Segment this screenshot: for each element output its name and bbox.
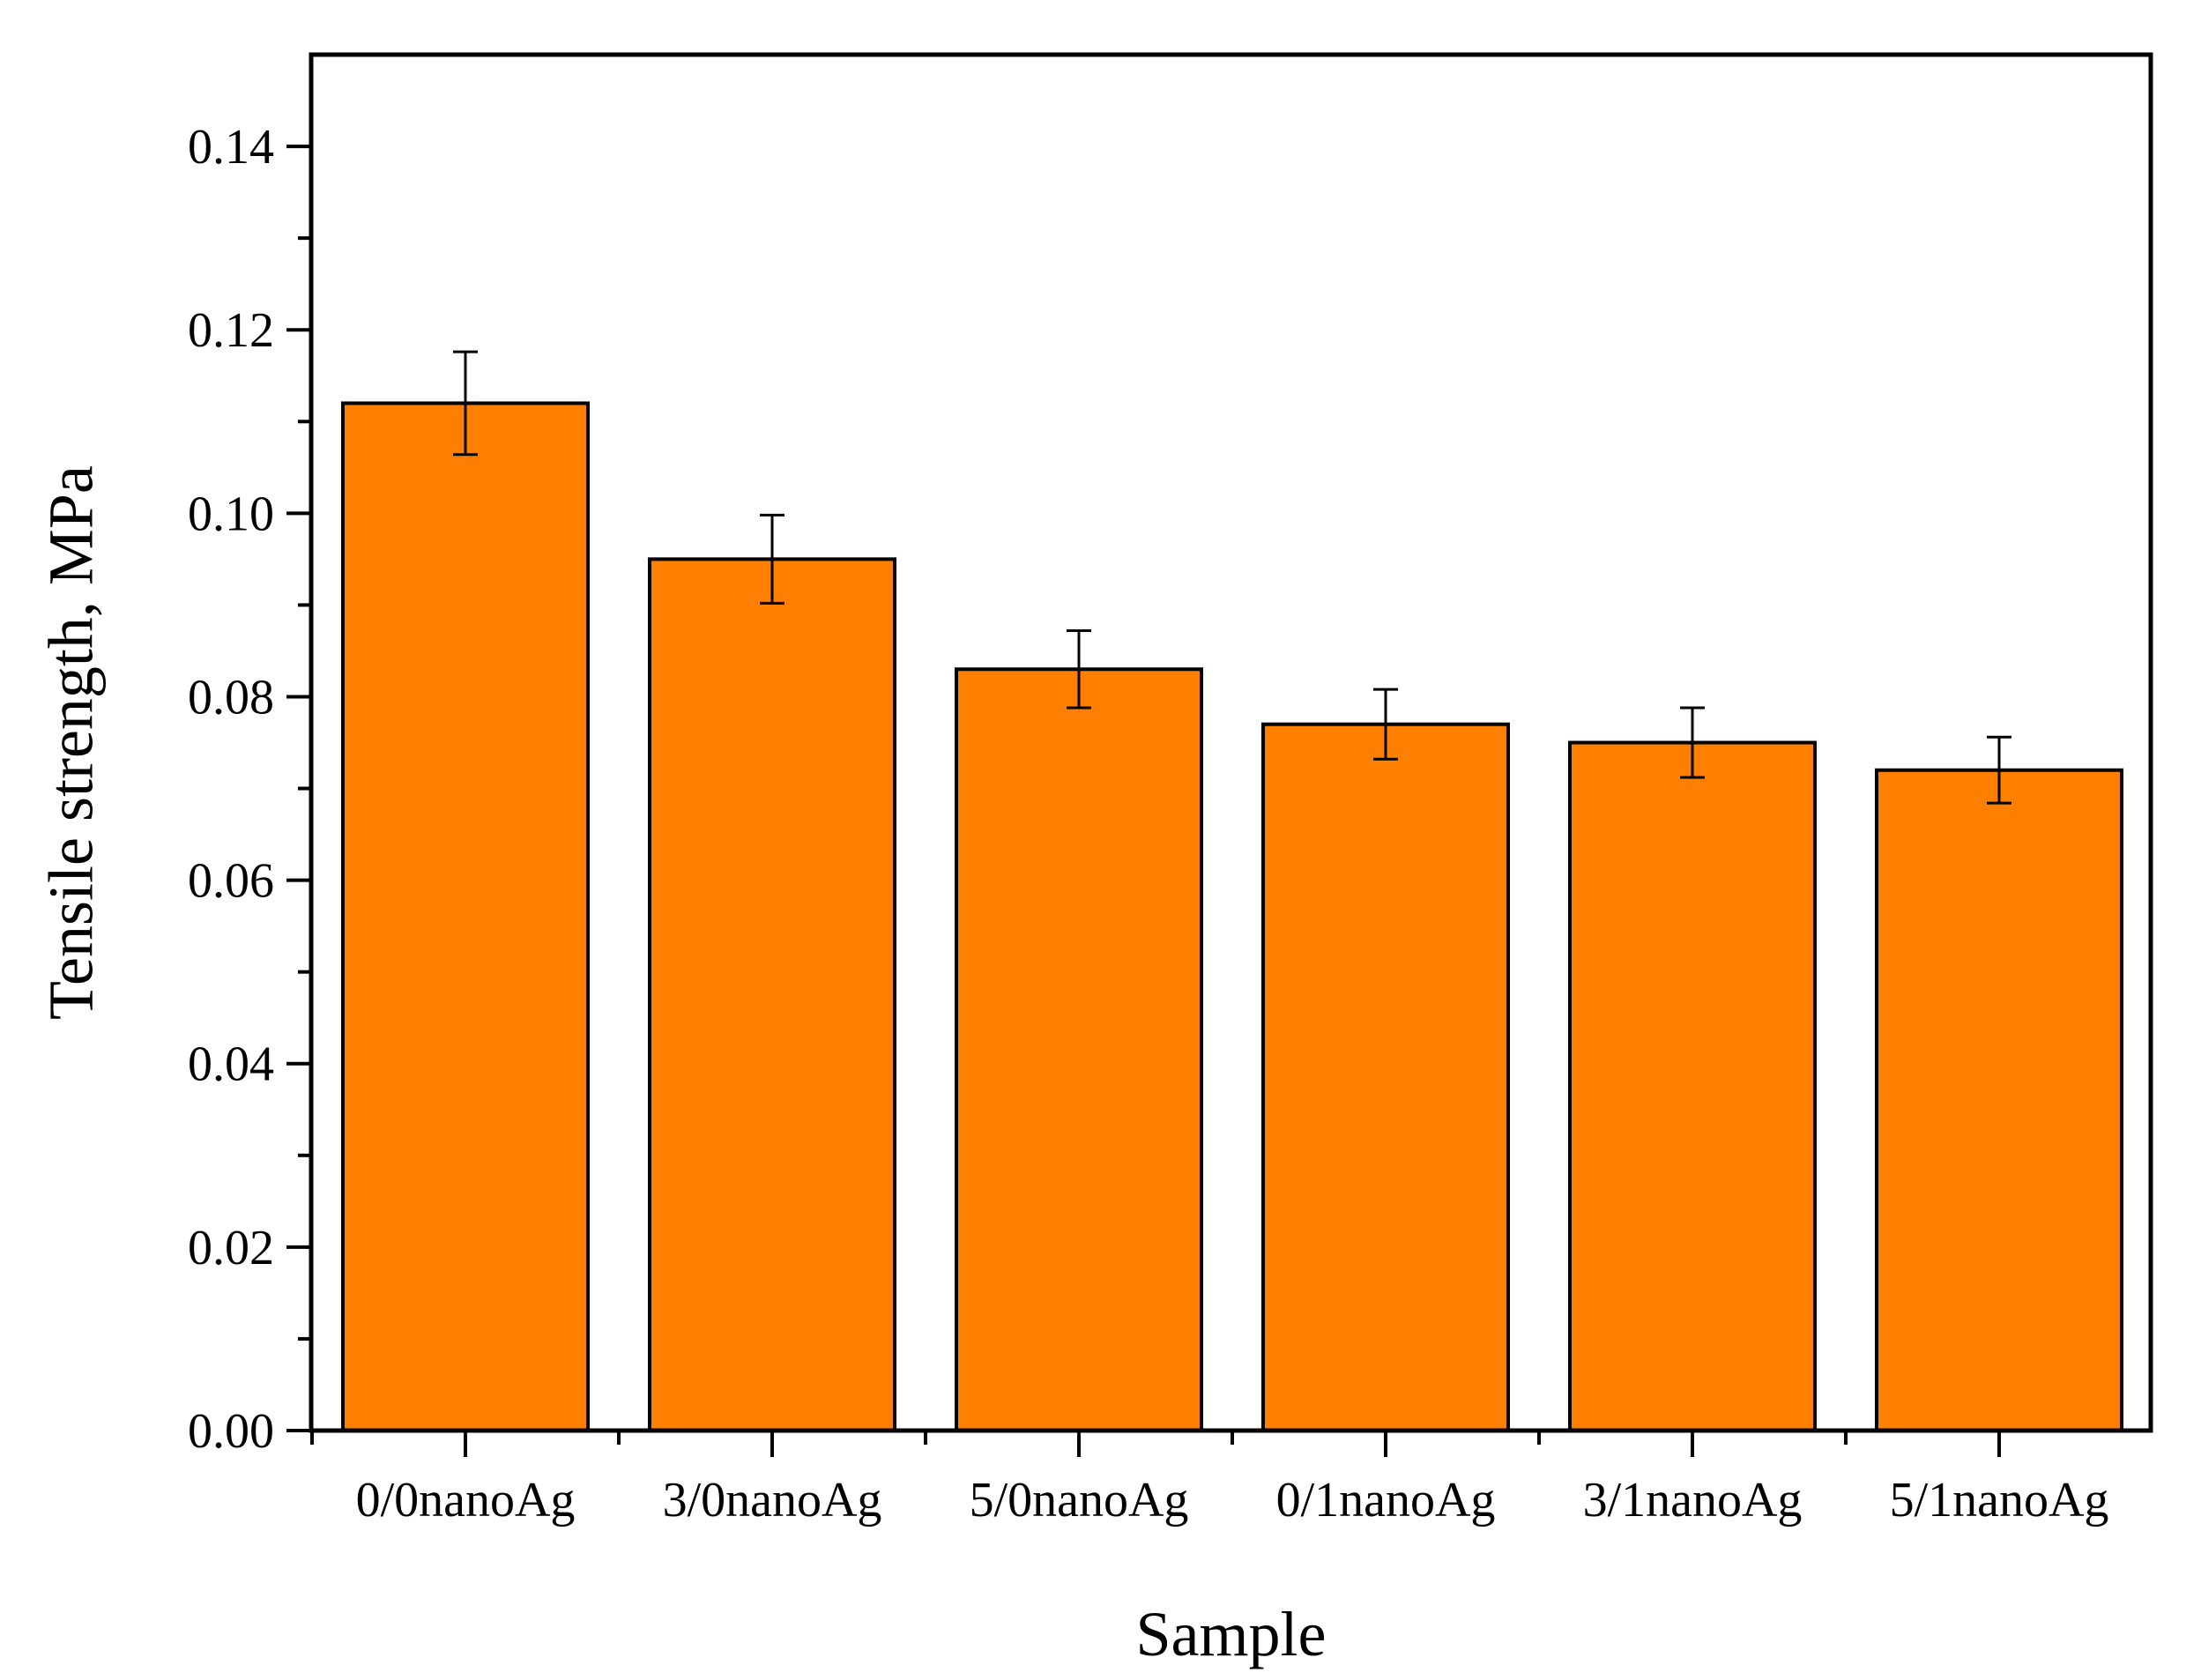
x-tick-label: 5/1nanoAg (1890, 1473, 2109, 1528)
x-tick-label: 5/0nanoAg (970, 1473, 1189, 1528)
y-tick-label: 0.12 (188, 303, 274, 358)
x-tick-label: 3/1nanoAg (1583, 1473, 1803, 1528)
error-bars-layer (453, 350, 2011, 805)
error-bar-1 (453, 350, 478, 457)
error-bar-3 (1067, 629, 1091, 710)
y-tick-label: 0.04 (188, 1037, 274, 1092)
y-tick-label: 0.08 (188, 670, 274, 725)
error-bar-6 (1987, 735, 2011, 805)
y-axis-title: Tensile strength, MPa (36, 465, 107, 1020)
y-tick-label: 0.02 (188, 1221, 274, 1275)
y-tick-label: 0.00 (188, 1404, 274, 1459)
y-tick-label: 0.06 (188, 854, 274, 909)
error-bar-5 (1680, 706, 1705, 779)
bars-layer (341, 401, 2123, 1432)
x-axis-ticks: 0/0nanoAg 3/0nanoAg 5/0nanoAg 0/1nanoAg 3/1n… (310, 1431, 2109, 1528)
x-axis-title: Sample (1136, 1599, 1327, 1669)
x-tick-label: 0/0nanoAg (356, 1473, 576, 1528)
bar-5 (1568, 740, 1817, 1432)
y-tick-label: 0.14 (188, 120, 274, 175)
x-tick-label: 0/1nanoAg (1276, 1473, 1496, 1528)
bar-1 (341, 401, 590, 1432)
x-tick-label: 3/0nanoAg (663, 1473, 882, 1528)
error-bar-2 (760, 513, 784, 605)
error-bar-4 (1373, 688, 1398, 761)
y-axis-ticks: 0.00 0.02 0.04 0.06 0.08 0.10 0.12 0.14 (188, 120, 311, 1459)
bar-2 (648, 557, 896, 1432)
y-tick-label: 0.10 (188, 487, 274, 541)
bar-4 (1261, 722, 1510, 1432)
bar-3 (955, 667, 1203, 1432)
bar-6 (1875, 768, 2123, 1432)
